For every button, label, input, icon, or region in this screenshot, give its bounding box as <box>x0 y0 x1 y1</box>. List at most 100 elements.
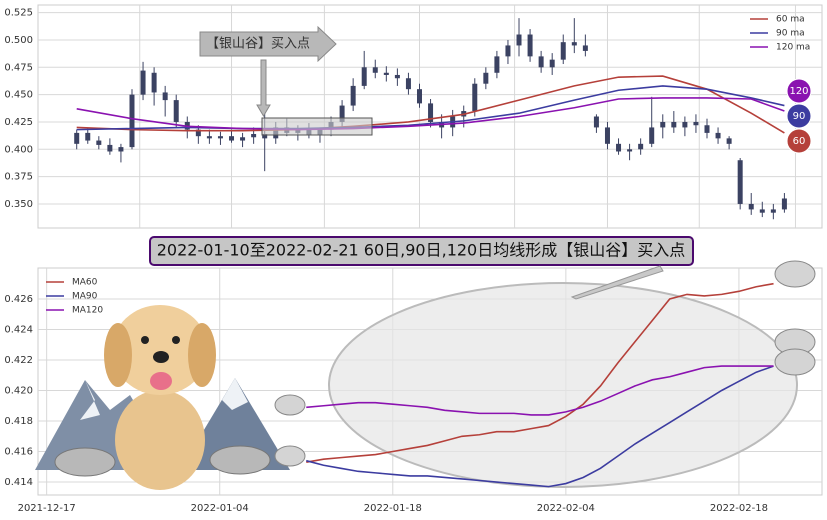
dog-eye <box>172 336 180 344</box>
y-tick-label: 0.450 <box>4 90 33 101</box>
y-tick-label: 0.475 <box>4 62 33 73</box>
title-pointer <box>570 265 664 300</box>
snow <box>222 378 248 410</box>
candle-body <box>549 59 555 68</box>
candle-body <box>505 45 511 57</box>
dog <box>104 305 216 490</box>
candle-body <box>251 133 257 138</box>
candle-body <box>638 143 644 150</box>
candle-body <box>96 140 102 145</box>
candle-body <box>770 209 776 213</box>
legend-label: MA120 <box>72 306 103 316</box>
ingot <box>54 447 116 477</box>
legend-label: MA90 <box>72 292 98 302</box>
dog-eye <box>141 336 149 344</box>
candle-body <box>372 67 378 73</box>
candle-body <box>428 103 434 122</box>
candle-body <box>394 74 400 79</box>
candle-body <box>107 144 113 152</box>
y-tick-label: 0.418 <box>4 416 33 427</box>
highlight-ellipse <box>328 282 798 488</box>
candle-body <box>240 137 246 141</box>
legend-label: 120 ma <box>776 43 810 53</box>
candle-body <box>405 78 411 90</box>
candle-body <box>516 34 522 46</box>
y-tick-label: 0.425 <box>4 117 33 128</box>
candle-body <box>527 34 533 57</box>
candle-body <box>593 116 599 128</box>
y-tick-label: 0.500 <box>4 35 33 46</box>
end-badge <box>786 103 812 129</box>
ingot <box>209 445 271 475</box>
candle-body <box>649 127 655 144</box>
annotation: 【银山谷】买入点 <box>206 37 310 52</box>
x-tick-label: 2021-12-17 <box>18 503 76 514</box>
ma-line <box>306 365 774 416</box>
end-badge <box>786 78 812 104</box>
ma-line <box>76 97 785 131</box>
candle-body <box>759 209 765 213</box>
candle-body <box>162 92 168 101</box>
candle-body <box>616 143 622 152</box>
candle-body <box>383 72 389 75</box>
y-tick-label: 0.416 <box>4 447 33 458</box>
x-tick-label: 2022-01-04 <box>191 503 249 514</box>
candle-body <box>582 45 588 51</box>
candle-body <box>748 203 754 210</box>
end-badge <box>786 128 812 154</box>
candle-body <box>206 136 212 139</box>
ingot <box>774 348 816 376</box>
candle-body <box>671 121 677 128</box>
dog-nose <box>153 351 169 363</box>
candle-body <box>361 67 367 86</box>
candle-body <box>560 42 566 60</box>
dog-body <box>115 390 205 490</box>
y-tick-label: 0.400 <box>4 144 33 155</box>
legend-label: 90 ma <box>776 29 805 39</box>
end-badge-label: 60 <box>793 136 806 147</box>
candle-body <box>195 129 201 137</box>
candle-body <box>262 133 268 139</box>
title-banner <box>149 236 694 266</box>
snow <box>80 380 100 420</box>
candle-body <box>660 121 666 128</box>
x-tick-label: 2022-02-18 <box>710 503 768 514</box>
candle-body <box>704 125 710 133</box>
candle-body <box>339 105 345 122</box>
ingot <box>274 445 306 467</box>
candle-body <box>627 149 633 152</box>
end-badge-label: 120 <box>789 86 808 97</box>
y-tick-label: 0.422 <box>4 355 33 366</box>
annotation-arrow <box>199 25 337 63</box>
candle-body <box>350 85 356 106</box>
candle-body <box>118 147 124 152</box>
dog-head <box>112 305 208 395</box>
ma-line <box>306 365 774 488</box>
candle-body <box>483 72 489 84</box>
y-tick-label: 0.525 <box>4 8 33 19</box>
ingots <box>54 260 816 477</box>
candle-body <box>726 138 732 144</box>
candle-body <box>737 160 743 204</box>
y-tick-label: 0.420 <box>4 386 33 397</box>
candle-body <box>140 70 146 95</box>
legend-label: 60 ma <box>776 15 805 25</box>
candle-body <box>129 94 135 148</box>
candle-body <box>571 42 577 46</box>
ma-line <box>306 282 774 463</box>
candle-body <box>85 132 91 141</box>
ingot <box>774 260 816 288</box>
data-layer: 60 90 120 60 ma 90 ma 120 ma MA60 MA90 MA120 <box>46 15 812 488</box>
candle-body <box>693 121 699 126</box>
ingot <box>274 394 306 416</box>
mountain <box>180 378 290 470</box>
y-tick-label: 0.424 <box>4 324 33 335</box>
candle-body <box>715 132 721 139</box>
candle-body <box>604 127 610 144</box>
y-tick-label: 0.414 <box>4 477 33 488</box>
y-tick-label: 0.350 <box>4 199 33 210</box>
dog-ear <box>188 323 216 387</box>
candle-body <box>682 121 688 128</box>
